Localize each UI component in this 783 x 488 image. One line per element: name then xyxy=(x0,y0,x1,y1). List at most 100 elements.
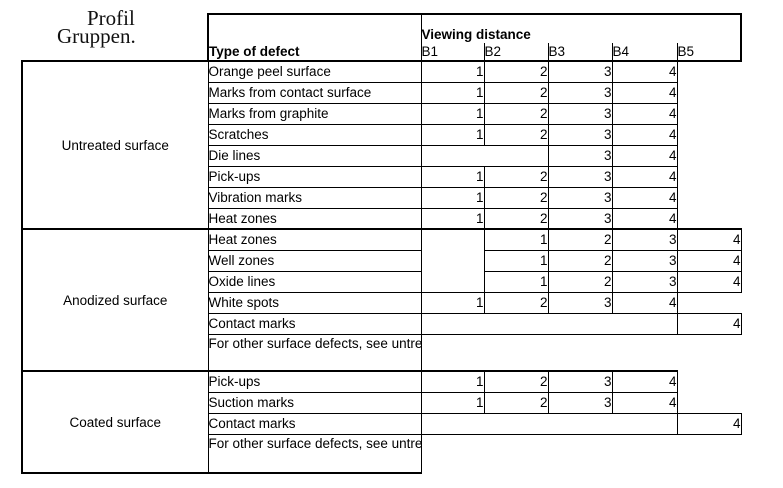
empty-cell xyxy=(677,292,741,313)
cell-b3: 3 xyxy=(547,81,613,104)
table-row: Coated surface Pick-ups 1 2 3 4 xyxy=(21,370,741,474)
cell-b1: 1 xyxy=(420,165,485,188)
cell-b4: 4 xyxy=(611,81,678,104)
defect-cell: Marks from contact surface xyxy=(207,81,422,104)
empty-cell xyxy=(421,334,741,371)
cell-b4: 4 xyxy=(611,370,678,393)
cell-b4: 4 xyxy=(611,391,678,414)
cell-b1: 1 xyxy=(420,391,485,414)
empty-cell xyxy=(677,166,741,187)
empty-cell xyxy=(677,392,741,413)
cell-b4: 4 xyxy=(611,186,678,209)
defect-cell: Oxide lines xyxy=(207,270,422,293)
cell-b5: 4 xyxy=(676,412,742,435)
table-row: Well zones 1 2 3 4 xyxy=(22,249,742,272)
cell-b4: 4 xyxy=(611,123,678,146)
cell-b3: 3 xyxy=(547,123,613,146)
cell-b3: 3 xyxy=(547,207,613,230)
cell-b1: 1 xyxy=(420,207,485,230)
empty-cell xyxy=(677,371,741,392)
cell-b4: 3 xyxy=(611,249,678,272)
header-row-1: Type of defect Viewing distance xyxy=(22,13,743,62)
cell-b3: 3 xyxy=(547,186,613,209)
cell-b5: 4 xyxy=(676,270,742,293)
defect-cell: Marks from graphite xyxy=(207,102,422,125)
cell-b1-b4-merged xyxy=(420,312,678,335)
cell-b5: 4 xyxy=(676,228,742,251)
logo-line-1: Profil xyxy=(87,6,135,30)
defect-cell: Heat zones xyxy=(207,207,422,230)
defect-cell: Contact marks xyxy=(207,412,422,435)
cell-b3: 3 xyxy=(547,165,613,188)
empty-cell xyxy=(677,187,741,208)
empty-cell xyxy=(677,145,741,166)
cell-b4: 3 xyxy=(611,228,678,251)
group-label-coated: Coated surface xyxy=(21,370,209,474)
cell-b2: 2 xyxy=(483,60,549,83)
defect-cell: Die lines xyxy=(207,144,422,167)
cell-b2: 2 xyxy=(483,391,549,414)
cell-b1-b2-merged xyxy=(420,144,549,167)
cell-b2: 2 xyxy=(483,123,549,146)
cell-b2: 2 xyxy=(483,81,549,104)
empty-cell xyxy=(677,82,741,103)
cell-b2: 2 xyxy=(483,207,549,230)
cell-b4: 4 xyxy=(611,102,678,125)
logo-line-2: Gruppen. xyxy=(57,24,136,48)
cell-b2: 1 xyxy=(483,249,549,272)
defect-cell: Orange peel surface xyxy=(207,60,422,83)
col-header-b2: B2 xyxy=(483,43,549,62)
cell-b3: 2 xyxy=(547,249,613,272)
cell-b1: 1 xyxy=(420,291,485,314)
table-row: Suction marks 1 2 3 4 xyxy=(22,391,741,414)
cell-b2: 2 xyxy=(483,102,549,125)
cell-b1: 1 xyxy=(420,81,485,104)
defect-cell: Well zones xyxy=(207,249,422,272)
cell-b4: 4 xyxy=(611,165,678,188)
cell-b3: 3 xyxy=(547,144,613,167)
empty-cell xyxy=(677,208,741,229)
defect-cell: Pick-ups xyxy=(207,370,422,393)
defect-cell: Vibration marks xyxy=(207,186,422,209)
table-row: Untreated surface Orange peel surface 1 … xyxy=(21,60,741,230)
cell-b1: 1 xyxy=(420,102,485,125)
cell-b4: 4 xyxy=(611,207,678,230)
defect-cell: Suction marks xyxy=(207,391,422,414)
empty-cell xyxy=(677,103,741,124)
group-label-untreated: Untreated surface xyxy=(21,60,209,230)
cell-b1-b4-merged xyxy=(420,412,678,435)
defect-cell: White spots xyxy=(207,291,422,314)
table-row: Scratches 1 2 3 4 xyxy=(22,123,741,146)
empty-cell xyxy=(677,61,741,82)
cell-b5: 4 xyxy=(676,312,742,335)
cell-b2: 2 xyxy=(483,370,549,393)
col-header-b4: B4 xyxy=(611,43,678,62)
table-row: Contact marks 4 xyxy=(22,412,742,435)
col-header-b1: B1 xyxy=(420,43,485,62)
table-row: Contact marks 4 xyxy=(22,312,742,335)
empty-cell xyxy=(677,124,741,145)
defect-table: Type of defect Viewing distance B1 B2 B3… xyxy=(21,13,743,474)
defect-note-cell: For other surface defects, see untreated… xyxy=(207,333,422,372)
defect-cell: Contact marks xyxy=(207,312,422,335)
cell-b1: 1 xyxy=(420,60,485,83)
cell-b2: 1 xyxy=(483,270,549,293)
empty-cell xyxy=(421,434,741,473)
cell-b3: 3 xyxy=(547,60,613,83)
cell-b2: 2 xyxy=(483,186,549,209)
table-row: Heat zones 1 2 3 4 xyxy=(22,207,741,230)
table-row: For other surface defects, see untreated… xyxy=(22,433,741,474)
cell-b1: 1 xyxy=(420,186,485,209)
table-row: White spots 1 2 3 4 xyxy=(22,291,741,314)
cell-b1: 1 xyxy=(420,370,485,393)
cell-b1-merged-blank xyxy=(420,228,485,293)
col-header-b5: B5 xyxy=(676,43,743,62)
header-row-2: B1 B2 B3 B4 B5 xyxy=(22,43,743,62)
cell-b4: 4 xyxy=(611,60,678,83)
group-label-anodized: Anodized surface xyxy=(21,228,209,372)
table-row: Pick-ups 1 2 3 4 xyxy=(22,165,741,188)
cell-b2: 2 xyxy=(483,291,549,314)
cell-b3: 3 xyxy=(547,102,613,125)
cell-b3: 3 xyxy=(547,291,613,314)
